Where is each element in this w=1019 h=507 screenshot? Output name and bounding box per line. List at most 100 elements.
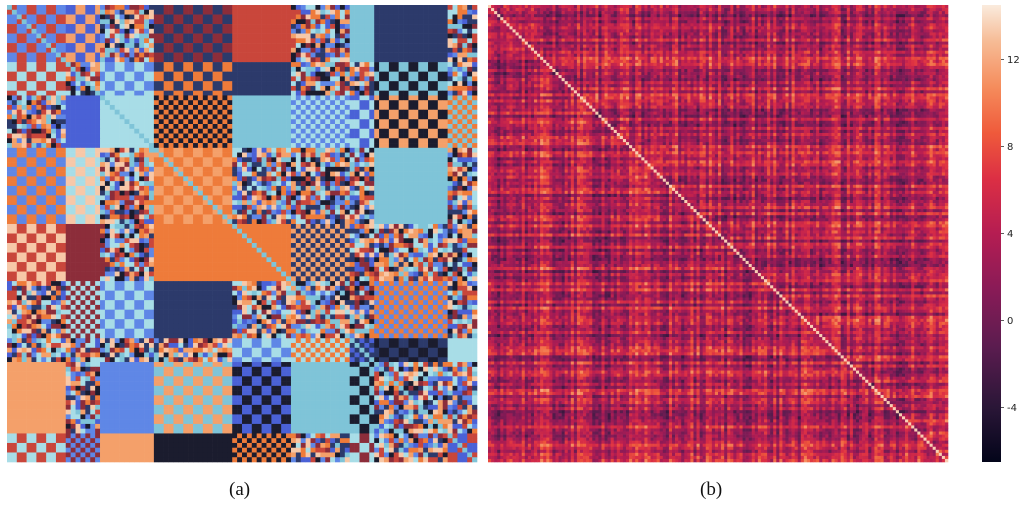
heatmap-a-cell — [457, 138, 462, 143]
heatmap-a-cell — [306, 105, 311, 110]
heatmap-a-cell — [242, 219, 247, 224]
heatmap-a-cell — [41, 15, 46, 20]
heatmap-a-cell — [384, 91, 389, 96]
heatmap-a-cell — [7, 176, 12, 181]
heatmap-a-cell — [115, 34, 120, 39]
heatmap-a-cell — [27, 43, 32, 48]
heatmap-a-cell — [80, 219, 85, 224]
heatmap-a-cell — [31, 181, 36, 186]
heatmap-a-cell — [56, 57, 61, 62]
heatmap-a-cell — [433, 210, 438, 215]
heatmap-a-cell — [291, 62, 296, 67]
heatmap-a-cell — [399, 205, 404, 210]
heatmap-a-cell — [335, 210, 340, 215]
heatmap-a-cell — [457, 153, 462, 158]
heatmap-a-cell — [173, 43, 178, 48]
heatmap-a-cell — [218, 34, 223, 39]
heatmap-a-cell — [12, 181, 17, 186]
heatmap-a-cell — [301, 229, 306, 234]
heatmap-a-cell — [389, 34, 394, 39]
heatmap-a-cell — [286, 34, 291, 39]
heatmap-a-cell — [286, 148, 291, 153]
heatmap-a-cell — [360, 114, 365, 119]
heatmap-a-cell — [325, 162, 330, 167]
heatmap-a-cell — [438, 195, 443, 200]
heatmap-a-cell — [46, 105, 51, 110]
heatmap-a-cell — [144, 214, 149, 219]
heatmap-a-cell — [418, 229, 423, 234]
heatmap-a-cell — [80, 100, 85, 105]
heatmap-a-cell — [404, 124, 409, 129]
heatmap-a-cell — [457, 157, 462, 162]
heatmap-a-cell — [56, 143, 61, 148]
heatmap-a-cell — [276, 38, 281, 43]
heatmap-a-cell — [208, 62, 213, 67]
heatmap-a-cell — [17, 200, 22, 205]
heatmap-a-cell — [56, 119, 61, 124]
heatmap-a-cell — [105, 134, 110, 139]
heatmap-a-cell — [418, 205, 423, 210]
heatmap-a-cell — [159, 224, 164, 229]
heatmap-a-cell — [247, 234, 252, 239]
heatmap-a-cell — [193, 200, 198, 205]
heatmap-a-cell — [408, 248, 413, 253]
heatmap-a-cell — [433, 195, 438, 200]
heatmap-a-cell — [369, 114, 374, 119]
heatmap-a-cell — [105, 234, 110, 239]
heatmap-a-cell — [291, 119, 296, 124]
heatmap-a-cell — [306, 48, 311, 53]
heatmap-a-cell — [423, 148, 428, 153]
heatmap-a-cell — [306, 57, 311, 62]
heatmap-a-cell — [433, 134, 438, 139]
heatmap-a-cell — [271, 248, 276, 253]
heatmap-a-cell — [36, 57, 41, 62]
heatmap-a-cell — [154, 238, 159, 243]
heatmap-a-cell — [257, 24, 262, 29]
heatmap-a-cell — [36, 191, 41, 196]
heatmap-a-cell — [237, 91, 242, 96]
heatmap-a-cell — [301, 124, 306, 129]
heatmap-a-cell — [134, 162, 139, 167]
heatmap-a-cell — [100, 10, 105, 15]
heatmap-a-cell — [418, 224, 423, 229]
heatmap-a-cell — [301, 167, 306, 172]
heatmap-a-cell — [315, 229, 320, 234]
heatmap-a-cell — [188, 110, 193, 115]
heatmap-a-cell — [56, 124, 61, 129]
heatmap-a-cell — [350, 172, 355, 177]
heatmap-a-cell — [110, 176, 115, 181]
heatmap-a-cell — [110, 181, 115, 186]
heatmap-a-cell — [90, 67, 95, 72]
heatmap-a-cell — [100, 91, 105, 96]
heatmap-a-cell — [242, 238, 247, 243]
heatmap-a-cell — [178, 248, 183, 253]
heatmap-a-cell — [85, 224, 90, 229]
heatmap-a-cell — [213, 181, 218, 186]
heatmap-a-cell — [12, 57, 17, 62]
heatmap-a-cell — [311, 53, 316, 58]
heatmap-a-cell — [164, 67, 169, 72]
heatmap-a-cell — [115, 95, 120, 100]
heatmap-a-cell — [149, 38, 154, 43]
heatmap-a-cell — [237, 138, 242, 143]
heatmap-a-cell — [85, 157, 90, 162]
heatmap-a-cell — [404, 205, 409, 210]
heatmap-a-cell — [222, 72, 227, 77]
heatmap-a-cell — [271, 86, 276, 91]
heatmap-a-cell — [115, 134, 120, 139]
heatmap-a-cell — [408, 5, 413, 10]
heatmap-a-cell — [306, 129, 311, 134]
heatmap-a-cell — [271, 29, 276, 34]
heatmap-a-cell — [188, 153, 193, 158]
heatmap-a-cell — [203, 157, 208, 162]
heatmap-a-cell — [360, 167, 365, 172]
heatmap-a-cell — [325, 105, 330, 110]
heatmap-a-cell — [125, 224, 130, 229]
heatmap-a-cell — [115, 48, 120, 53]
heatmap-a-cell — [374, 67, 379, 72]
heatmap-a-cell — [139, 43, 144, 48]
heatmap-a-cell — [330, 210, 335, 215]
heatmap-a-cell — [320, 243, 325, 248]
heatmap-a-cell — [448, 248, 453, 253]
heatmap-a-cell — [193, 38, 198, 43]
